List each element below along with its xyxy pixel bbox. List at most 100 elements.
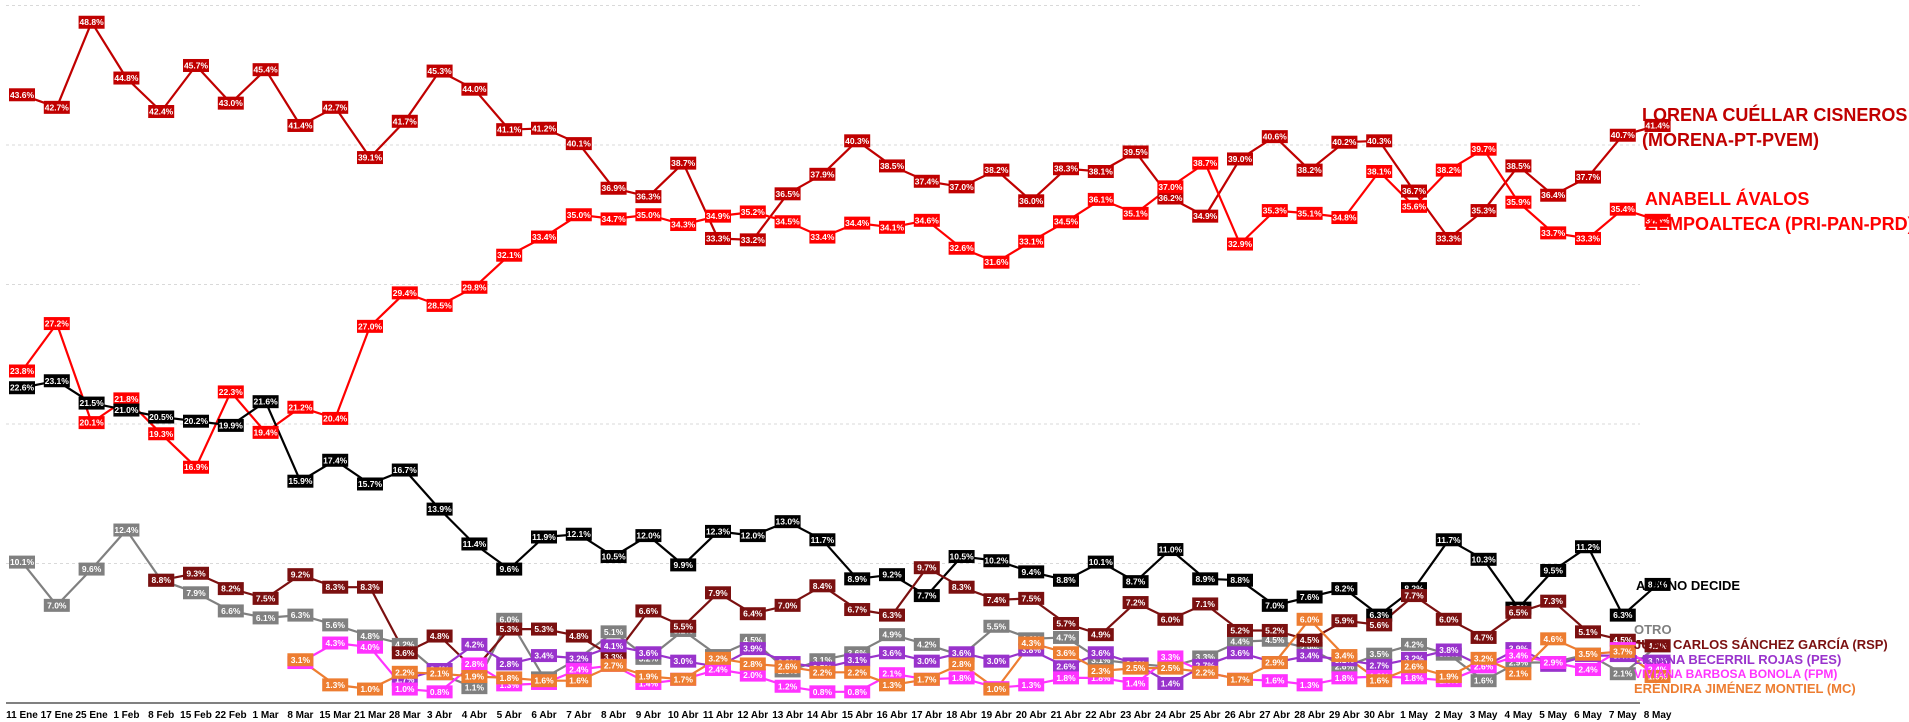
data-label: 12.1% — [567, 529, 592, 539]
data-point — [1331, 671, 1358, 685]
data-label: 3.1% — [291, 655, 311, 665]
data-label: 7.0% — [47, 600, 67, 610]
data-point — [391, 114, 418, 128]
x-tick-label: 15 Abr — [842, 710, 873, 721]
x-tick-label: 7 May — [1609, 710, 1637, 721]
data-label: 36.4% — [1541, 190, 1566, 200]
data-point — [565, 629, 592, 643]
data-label: 1.3% — [882, 680, 902, 690]
data-point — [1053, 162, 1079, 176]
data-point — [635, 529, 662, 543]
data-point — [1505, 649, 1532, 663]
data-label: 3.3% — [604, 652, 624, 662]
data-label: 33.3% — [1437, 233, 1462, 243]
data-point — [287, 400, 314, 414]
data-label: 40.3% — [845, 136, 870, 146]
data-point — [78, 396, 105, 410]
data-label: 1.6% — [1370, 676, 1390, 686]
x-tick-label: 18 Abr — [946, 710, 977, 721]
data-label: 9.6% — [500, 564, 520, 574]
data-label: 6.0% — [500, 614, 520, 624]
data-point — [635, 669, 662, 683]
data-label: 7.7% — [1404, 591, 1424, 601]
data-point — [948, 180, 975, 194]
data-label: 21.6% — [254, 397, 279, 407]
data-point — [809, 579, 836, 593]
data-label: 3.8% — [1022, 645, 1042, 655]
data-label: 11.0% — [1159, 545, 1183, 555]
series-line — [299, 618, 1659, 691]
data-label: 2.4% — [1578, 665, 1598, 675]
data-point — [217, 96, 244, 110]
data-label: 34.7% — [602, 214, 627, 224]
data-point — [670, 654, 697, 668]
data-point — [287, 653, 314, 667]
data-point — [1540, 656, 1567, 670]
data-point — [600, 639, 627, 653]
data-point — [1366, 658, 1393, 672]
data-label: 6.0% — [1439, 614, 1459, 624]
data-label: 4.5% — [1300, 635, 1320, 645]
data-point — [879, 646, 905, 660]
data-label: 32.1% — [497, 250, 522, 260]
data-label: 36.5% — [776, 189, 801, 199]
data-point — [496, 123, 523, 137]
data-label: 4.8% — [569, 631, 589, 641]
data-label: 10.5% — [950, 552, 975, 562]
data-label: 37.0% — [950, 182, 975, 192]
x-tick-label: 8 Feb — [148, 710, 174, 721]
data-point — [1018, 234, 1045, 248]
data-label: 35.9% — [1506, 197, 1531, 207]
data-point — [670, 218, 697, 232]
data-point — [1401, 660, 1427, 674]
data-label: 45.7% — [184, 60, 209, 70]
data-label: 4.4% — [1230, 637, 1250, 647]
data-label: 1.7% — [674, 674, 694, 684]
data-point — [879, 678, 905, 692]
data-point — [1157, 661, 1184, 675]
data-point — [809, 665, 836, 679]
data-point — [426, 298, 453, 312]
data-point — [322, 636, 349, 650]
data-label: 13.0% — [776, 517, 801, 527]
data-label: 8.4% — [813, 581, 833, 591]
data-label: 2.6% — [1474, 662, 1494, 672]
data-point — [1540, 594, 1567, 608]
data-point — [357, 151, 383, 165]
data-label: 3.6% — [882, 648, 902, 658]
data-point — [983, 619, 1010, 633]
data-label: 36.1% — [1089, 194, 1114, 204]
data-label: 2.9% — [1509, 658, 1529, 668]
data-label: 1.3% — [500, 680, 520, 690]
data-point — [1122, 661, 1149, 675]
x-tick-label: 3 Abr — [427, 710, 452, 721]
data-point — [1505, 195, 1532, 209]
data-label: 8.8% — [152, 575, 172, 585]
data-label: 39.1% — [358, 153, 383, 163]
data-point — [1401, 199, 1427, 213]
data-point — [1435, 533, 1462, 547]
data-point — [948, 671, 975, 685]
data-label: 1.0% — [987, 684, 1007, 694]
data-label: 41.2% — [532, 123, 557, 133]
data-label: 2.9% — [1544, 658, 1564, 668]
data-label: 35.1% — [1124, 208, 1149, 218]
data-label: 43.0% — [219, 98, 244, 108]
data-point — [461, 280, 488, 294]
data-point — [1157, 612, 1184, 626]
data-label: 3.1% — [813, 655, 833, 665]
data-label: 5.2% — [1265, 625, 1285, 635]
data-label: 2.4% — [569, 665, 589, 675]
data-point — [913, 213, 940, 227]
data-label: 1.8% — [952, 673, 972, 683]
data-label: 1.7% — [395, 674, 415, 684]
data-point — [1053, 646, 1079, 660]
data-label: 38.7% — [1193, 158, 1218, 168]
data-point — [739, 657, 766, 671]
data-label: 16.9% — [184, 462, 209, 472]
data-label: 8.2% — [1335, 584, 1355, 594]
legend-label: ERÉNDIRA JIMÉNEZ MONTIEL (MC) — [1634, 681, 1856, 696]
data-label: 35.2% — [741, 207, 766, 217]
data-point — [739, 607, 766, 621]
